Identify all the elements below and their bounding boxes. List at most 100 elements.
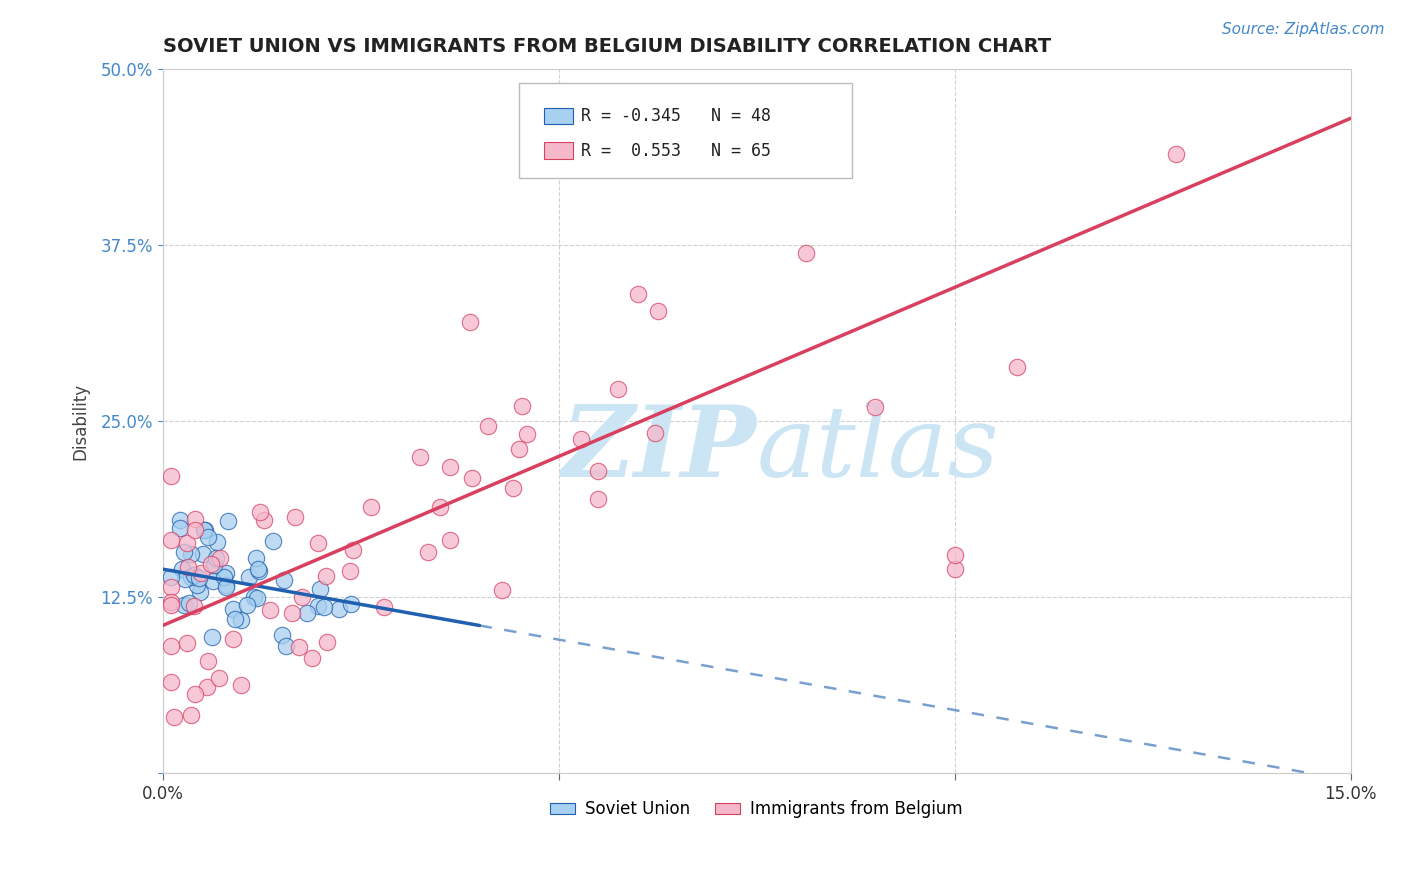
Point	[491, 583, 513, 598]
Point	[644, 425, 666, 440]
Point	[188, 585, 211, 599]
Point	[201, 574, 224, 588]
Point	[202, 558, 225, 573]
Point	[342, 543, 364, 558]
Point	[222, 632, 245, 646]
Point	[222, 602, 245, 616]
Point	[439, 533, 461, 547]
Point	[339, 564, 361, 578]
Point	[307, 599, 329, 613]
Point	[373, 600, 395, 615]
Point	[159, 533, 181, 548]
Point	[328, 602, 350, 616]
Point	[174, 572, 197, 586]
Point	[179, 595, 201, 609]
Point	[188, 571, 211, 585]
Point	[212, 569, 235, 583]
Point	[159, 569, 181, 583]
Point	[246, 591, 269, 605]
Point	[186, 578, 208, 592]
FancyBboxPatch shape	[544, 108, 572, 125]
Point	[159, 580, 181, 594]
Point	[169, 512, 191, 526]
Point	[606, 382, 628, 396]
Point	[502, 481, 524, 495]
Point	[508, 442, 530, 457]
Point	[647, 303, 669, 318]
Legend: Soviet Union, Immigrants from Belgium: Soviet Union, Immigrants from Belgium	[544, 794, 970, 825]
Point	[943, 548, 966, 562]
Text: Source: ZipAtlas.com: Source: ZipAtlas.com	[1222, 22, 1385, 37]
Point	[477, 419, 499, 434]
Point	[200, 558, 222, 572]
Point	[312, 600, 335, 615]
Point	[163, 710, 186, 724]
Point	[865, 400, 887, 414]
Text: atlas: atlas	[756, 401, 1000, 497]
Point	[193, 523, 215, 537]
Point	[200, 630, 222, 644]
Point	[209, 551, 232, 566]
Text: R =  0.553   N = 65: R = 0.553 N = 65	[581, 142, 770, 160]
Point	[439, 460, 461, 475]
FancyBboxPatch shape	[519, 83, 852, 178]
Point	[291, 590, 314, 604]
Point	[307, 536, 329, 550]
Point	[308, 582, 330, 596]
Y-axis label: Disability: Disability	[72, 383, 89, 459]
Point	[184, 687, 207, 701]
Point	[215, 566, 238, 580]
Point	[429, 500, 451, 514]
Point	[259, 602, 281, 616]
Point	[588, 491, 610, 506]
Point	[229, 678, 252, 692]
Point	[173, 545, 195, 559]
Point	[461, 471, 484, 485]
Point	[510, 399, 533, 413]
Point	[205, 550, 228, 565]
Point	[159, 639, 181, 653]
Point	[295, 606, 318, 620]
Point	[274, 639, 297, 653]
Point	[205, 534, 228, 549]
Point	[409, 450, 432, 464]
Point	[180, 570, 202, 584]
Point	[183, 568, 205, 582]
Point	[315, 569, 337, 583]
Point	[1166, 146, 1188, 161]
Text: R = -0.345   N = 48: R = -0.345 N = 48	[581, 107, 770, 125]
Point	[287, 640, 309, 654]
Point	[796, 245, 818, 260]
Point	[159, 595, 181, 609]
Point	[243, 590, 266, 604]
Point	[183, 599, 205, 613]
Point	[169, 520, 191, 534]
Point	[360, 500, 382, 515]
Point	[627, 287, 650, 301]
Point	[281, 606, 304, 620]
Point	[172, 562, 194, 576]
Point	[253, 513, 276, 527]
Point	[180, 547, 202, 561]
Text: SOVIET UNION VS IMMIGRANTS FROM BELGIUM DISABILITY CORRELATION CHART: SOVIET UNION VS IMMIGRANTS FROM BELGIUM …	[163, 37, 1050, 56]
Point	[246, 562, 269, 576]
Point	[339, 597, 361, 611]
Point	[217, 515, 239, 529]
Point	[301, 650, 323, 665]
Point	[224, 611, 246, 625]
Point	[215, 577, 238, 591]
Point	[238, 570, 260, 584]
Point	[207, 672, 229, 686]
Point	[516, 427, 538, 442]
Point	[262, 534, 284, 549]
Point	[176, 635, 198, 649]
Point	[215, 580, 238, 594]
Point	[173, 599, 195, 613]
Point	[184, 523, 207, 537]
FancyBboxPatch shape	[544, 143, 572, 160]
Point	[159, 675, 181, 690]
Point	[197, 655, 219, 669]
Point	[231, 613, 253, 627]
Point	[458, 315, 481, 329]
Point	[194, 523, 217, 537]
